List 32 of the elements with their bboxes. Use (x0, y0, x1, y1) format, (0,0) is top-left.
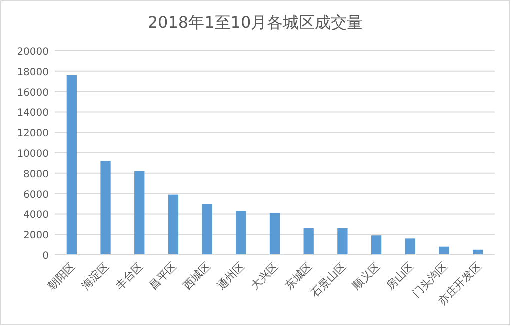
x-tick-label: 顺义区 (350, 260, 383, 292)
y-tick-label: 4000 (24, 210, 49, 222)
y-tick-label: 10000 (17, 149, 49, 160)
y-tick-label: 14000 (17, 108, 49, 120)
x-tick-label: 朝阳区 (46, 260, 78, 292)
x-tick-label: 丰台区 (113, 260, 146, 292)
bar (338, 228, 348, 255)
bar (134, 171, 145, 255)
y-tick-label: 18000 (17, 67, 49, 78)
y-tick-label: 2000 (24, 230, 49, 242)
y-tick-label: 12000 (17, 128, 49, 140)
chart-title: 2018年1至10月各城区成交量 (148, 13, 364, 32)
bar (405, 238, 416, 255)
x-tick-label: 昌平区 (147, 260, 180, 292)
x-tick-label: 海淀区 (79, 260, 112, 292)
bar (66, 75, 77, 255)
y-tick-label: 16000 (17, 88, 49, 99)
bar (371, 236, 382, 255)
y-tick-label: 6000 (24, 190, 49, 201)
x-tick-label: 西城区 (180, 260, 214, 292)
y-tick-label: 0 (42, 251, 49, 262)
bar (304, 228, 314, 255)
bar (202, 204, 212, 255)
bar (236, 211, 246, 255)
y-tick-label: 8000 (24, 169, 49, 180)
bar (439, 246, 450, 255)
bar (168, 194, 179, 255)
x-tick-label: 通州区 (214, 260, 248, 292)
bar (270, 213, 280, 255)
y-tick-label: 20000 (17, 47, 49, 58)
x-tick-label: 大兴区 (248, 260, 282, 292)
bar (100, 161, 111, 255)
